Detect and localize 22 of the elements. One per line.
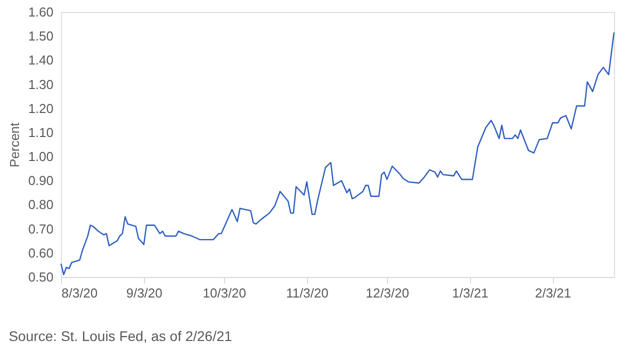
x-tick-label: 11/3/20 (286, 286, 328, 300)
x-tick-label: 9/3/20 (126, 286, 162, 300)
y-tick-label: 1.50 (28, 28, 54, 44)
y-tick-label: 0.80 (28, 197, 54, 212)
y-tick-label: 1.20 (28, 100, 54, 116)
x-tick-label: 2/3/21 (534, 286, 572, 300)
y-tick-label: 0.70 (28, 221, 54, 236)
y-tick-label: 1.00 (28, 149, 54, 164)
y-tick-label: 0.90 (28, 173, 54, 188)
line-series (60, 32, 615, 276)
y-tick-label: 0.60 (28, 245, 54, 260)
y-tick-label: 1.30 (28, 76, 54, 92)
y-tick-label: 0.50 (28, 270, 54, 284)
y-tick-label: 1.40 (28, 52, 54, 68)
x-tick-label: 12/3/20 (366, 286, 410, 300)
source-note: Source: St. Louis Fed, as of 2/26/21 (8, 328, 232, 344)
x-tick-label: 1/3/21 (452, 286, 488, 300)
x-tick-label: 8/3/20 (62, 286, 98, 300)
y-axis-title: Percent (7, 122, 22, 168)
x-tick-label: 10/3/20 (202, 286, 246, 300)
y-tick-label: 1.60 (28, 4, 54, 20)
y-tick-label: 1.10 (28, 124, 54, 140)
